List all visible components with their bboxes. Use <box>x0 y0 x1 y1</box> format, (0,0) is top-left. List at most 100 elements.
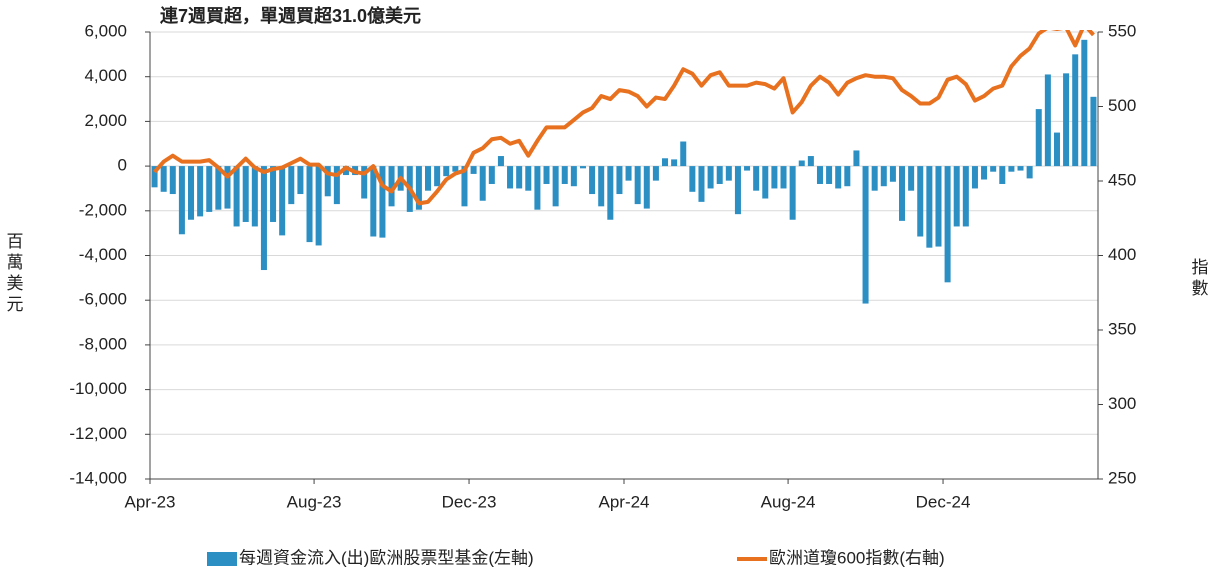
bar <box>598 166 605 207</box>
bar <box>525 166 532 191</box>
bar <box>288 166 295 205</box>
bar <box>297 166 304 195</box>
bar <box>279 166 286 236</box>
x-tick-label: Apr-24 <box>598 492 649 511</box>
bar <box>944 166 951 283</box>
x-tick-label: Apr-23 <box>124 492 175 511</box>
bar <box>962 166 969 227</box>
bar <box>835 166 842 189</box>
bar <box>707 166 714 189</box>
bar <box>990 166 997 172</box>
legend-swatch <box>207 552 237 566</box>
bar <box>1035 109 1042 167</box>
bar <box>616 166 623 195</box>
bar <box>361 166 368 199</box>
bar <box>1008 166 1015 172</box>
bar <box>570 166 577 187</box>
y-tick-label: -10,000 <box>69 379 127 398</box>
bar <box>1063 73 1070 167</box>
line <box>153 30 1095 206</box>
bar <box>461 166 468 207</box>
bar <box>306 166 313 243</box>
bar <box>206 166 213 212</box>
x-tick-label: Dec-24 <box>916 492 971 511</box>
bar <box>251 166 258 227</box>
bar <box>762 166 769 199</box>
bar <box>981 166 988 180</box>
y-tick-label: 6,000 <box>84 21 127 40</box>
y-tick-label: -4,000 <box>79 245 127 264</box>
bar <box>233 166 240 227</box>
bar <box>935 166 942 247</box>
bar <box>488 166 495 184</box>
bar <box>1026 166 1033 179</box>
bar <box>917 166 924 237</box>
bar <box>534 166 541 210</box>
bar <box>908 166 915 191</box>
x-tick-label: Aug-24 <box>761 492 816 511</box>
bar <box>999 166 1006 184</box>
bar <box>443 166 450 177</box>
bar <box>826 166 833 184</box>
bar <box>215 166 222 210</box>
bar <box>151 166 158 188</box>
bar <box>680 141 687 167</box>
y2-tick-label: 400 <box>1108 245 1136 264</box>
y-tick-label: 4,000 <box>84 66 127 85</box>
y2-tick-label: 500 <box>1108 96 1136 115</box>
bar <box>579 166 586 169</box>
bar <box>479 166 486 201</box>
x-tick-label: Aug-23 <box>287 492 342 511</box>
bar <box>197 166 204 217</box>
bar <box>789 166 796 220</box>
bar <box>425 166 432 191</box>
bar <box>734 166 741 215</box>
bar <box>543 166 550 184</box>
bar <box>315 166 322 246</box>
bar <box>270 166 277 222</box>
bar <box>671 159 678 167</box>
bar <box>889 166 896 182</box>
bar <box>260 166 267 271</box>
plot-area <box>151 30 1097 304</box>
bar <box>853 150 860 167</box>
bar <box>415 166 422 210</box>
bar <box>971 166 978 189</box>
bar <box>662 158 669 167</box>
y-axis-label: 百萬美元 <box>4 232 24 316</box>
bar <box>160 166 167 192</box>
bar <box>379 166 386 238</box>
bar <box>552 166 559 207</box>
bar <box>178 166 185 235</box>
bar <box>643 166 650 209</box>
bar <box>1044 74 1051 167</box>
bar <box>470 166 477 174</box>
bar <box>452 166 459 172</box>
y2-tick-label: 350 <box>1108 319 1136 338</box>
bar <box>242 166 249 222</box>
bar <box>862 166 869 304</box>
bar <box>807 156 814 167</box>
bar <box>634 166 641 205</box>
bar <box>589 166 596 195</box>
y2-tick-label: 450 <box>1108 170 1136 189</box>
bar <box>497 156 504 167</box>
y-tick-label: -8,000 <box>79 334 127 353</box>
bar <box>324 166 331 197</box>
bar <box>507 166 514 189</box>
bar <box>1081 39 1088 167</box>
bar <box>169 166 176 195</box>
bar <box>607 166 614 220</box>
bar <box>342 166 349 176</box>
bar <box>652 166 659 181</box>
bar <box>899 166 906 221</box>
bar <box>1053 132 1060 167</box>
y-tick-label: -2,000 <box>79 200 127 219</box>
bar <box>725 166 732 181</box>
bar <box>1090 96 1097 167</box>
bar <box>370 166 377 237</box>
bar <box>798 160 805 167</box>
bar <box>871 166 878 191</box>
